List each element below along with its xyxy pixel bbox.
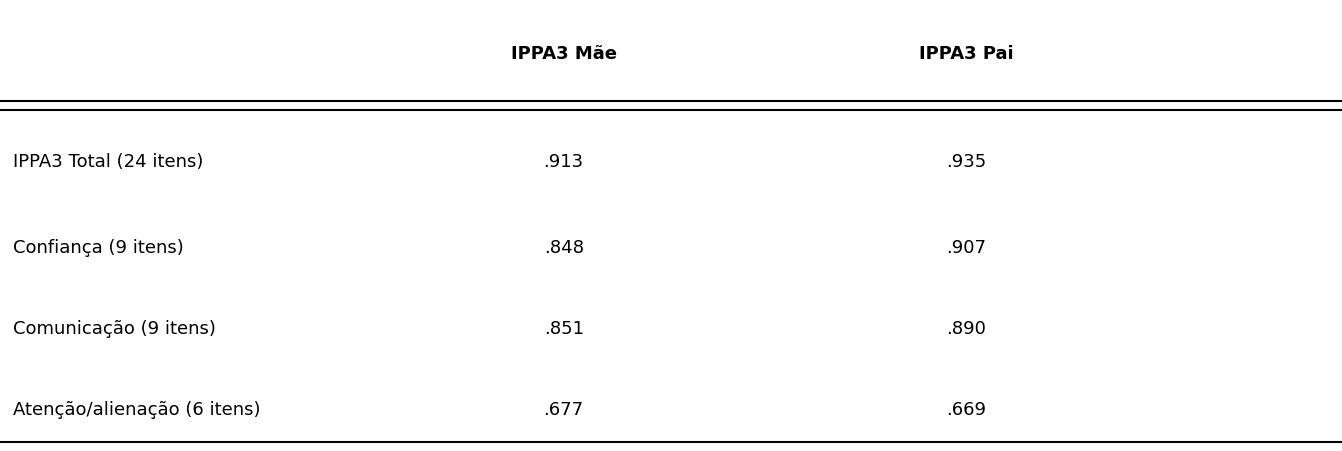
- Text: Confiança (9 itens): Confiança (9 itens): [13, 239, 184, 257]
- Text: IPPA3 Total (24 itens): IPPA3 Total (24 itens): [13, 153, 204, 171]
- Text: .851: .851: [544, 320, 584, 338]
- Text: .669: .669: [946, 401, 986, 419]
- Text: IPPA3 Mãe: IPPA3 Mãe: [511, 45, 616, 63]
- Text: .677: .677: [544, 401, 584, 419]
- Text: .890: .890: [946, 320, 986, 338]
- Text: .935: .935: [946, 153, 986, 171]
- Text: IPPA3 Pai: IPPA3 Pai: [919, 45, 1013, 63]
- Text: Comunicação (9 itens): Comunicação (9 itens): [13, 320, 216, 338]
- Text: .913: .913: [544, 153, 584, 171]
- Text: .848: .848: [544, 239, 584, 257]
- Text: Atenção/alienação (6 itens): Atenção/alienação (6 itens): [13, 401, 260, 419]
- Text: .907: .907: [946, 239, 986, 257]
